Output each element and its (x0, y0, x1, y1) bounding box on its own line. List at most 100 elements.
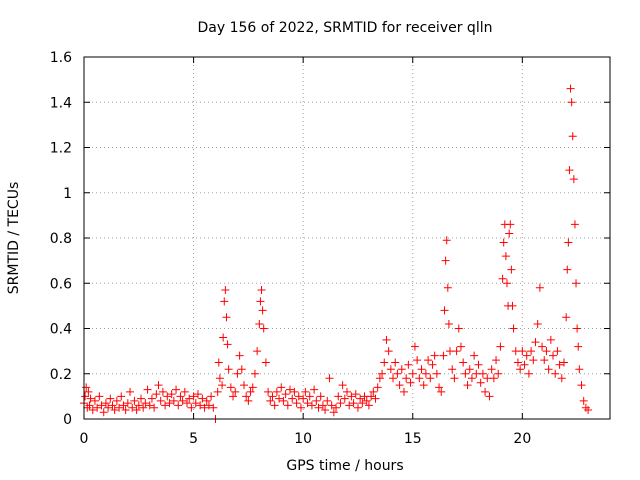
data-point (325, 374, 334, 383)
data-point (408, 369, 417, 378)
data-point (154, 381, 163, 390)
data-point (219, 333, 228, 342)
data-point (110, 405, 119, 414)
data-point (501, 252, 510, 261)
data-point (108, 401, 117, 410)
data-point (329, 408, 338, 417)
data-point (358, 399, 367, 408)
data-point (305, 392, 314, 401)
data-point (189, 392, 198, 401)
data-point (202, 396, 211, 405)
data-point (565, 166, 574, 175)
data-point (292, 399, 301, 408)
data-point (527, 347, 536, 356)
data-point (218, 381, 227, 390)
data-point (522, 351, 531, 360)
data-point (540, 356, 549, 365)
data-point (364, 401, 373, 410)
data-point (428, 360, 437, 369)
data-point (119, 401, 128, 410)
data-point (259, 324, 268, 333)
data-point (193, 390, 202, 399)
data-point (286, 385, 295, 394)
data-point (178, 396, 187, 405)
data-point (191, 399, 200, 408)
data-point (380, 358, 389, 367)
data-point (362, 396, 371, 405)
y-tick-label: 0.6 (50, 276, 72, 292)
data-point (421, 369, 430, 378)
data-point (356, 394, 365, 403)
data-point (115, 403, 124, 412)
data-point (338, 381, 347, 390)
data-point (244, 396, 253, 405)
data-point (440, 306, 449, 315)
data-point (147, 394, 156, 403)
data-point (101, 399, 110, 408)
data-point (99, 408, 108, 417)
data-point (533, 319, 542, 328)
chart-title: Day 156 of 2022, SRMTID for receiver qll… (198, 20, 493, 36)
data-point (441, 256, 450, 265)
data-point (404, 360, 413, 369)
data-point (143, 385, 152, 394)
data-point (158, 387, 167, 396)
data-point (476, 378, 485, 387)
data-point (474, 360, 483, 369)
data-point (349, 399, 358, 408)
data-point (413, 356, 422, 365)
data-point (303, 399, 312, 408)
data-point (456, 342, 465, 351)
data-point (343, 387, 351, 396)
data-point (459, 358, 468, 367)
data-point (275, 394, 284, 403)
data-point (492, 356, 501, 365)
data-point (130, 396, 139, 405)
data-point (310, 385, 319, 394)
data-point (502, 279, 511, 288)
data-point (246, 387, 255, 396)
data-point (481, 387, 490, 396)
data-point (498, 274, 507, 283)
data-point (402, 374, 411, 383)
data-point (353, 403, 362, 412)
data-point (575, 365, 584, 374)
data-point (347, 392, 356, 401)
data-point (518, 347, 527, 356)
x-axis-ticks: 0 5 10 15 20 (80, 57, 531, 447)
data-point (250, 369, 259, 378)
data-point (442, 236, 451, 245)
data-point (382, 335, 391, 344)
data-point (406, 378, 415, 387)
data-point (266, 396, 275, 405)
data-point (82, 383, 91, 392)
data-point (253, 347, 262, 356)
data-point (132, 405, 141, 414)
data-point (535, 283, 544, 292)
data-point (258, 306, 267, 315)
data-point (156, 396, 165, 405)
data-point (248, 383, 257, 392)
data-point (509, 324, 518, 333)
data-point (222, 313, 231, 322)
data-point (371, 394, 380, 403)
y-tick-label: 1.4 (50, 95, 72, 111)
data-point (261, 358, 270, 367)
data-point (312, 396, 321, 405)
data-point (235, 351, 244, 360)
data-point (546, 335, 555, 344)
data-point (494, 369, 503, 378)
data-point (570, 220, 579, 229)
data-point (268, 392, 277, 401)
data-point (172, 385, 181, 394)
data-point (435, 383, 444, 392)
data-point (549, 351, 558, 360)
data-point (314, 403, 323, 412)
data-point (424, 356, 433, 365)
data-point (81, 392, 90, 401)
data-point (123, 399, 132, 408)
data-point (336, 399, 345, 408)
data-point (231, 387, 240, 396)
data-point (264, 387, 273, 396)
data-point (296, 403, 305, 412)
